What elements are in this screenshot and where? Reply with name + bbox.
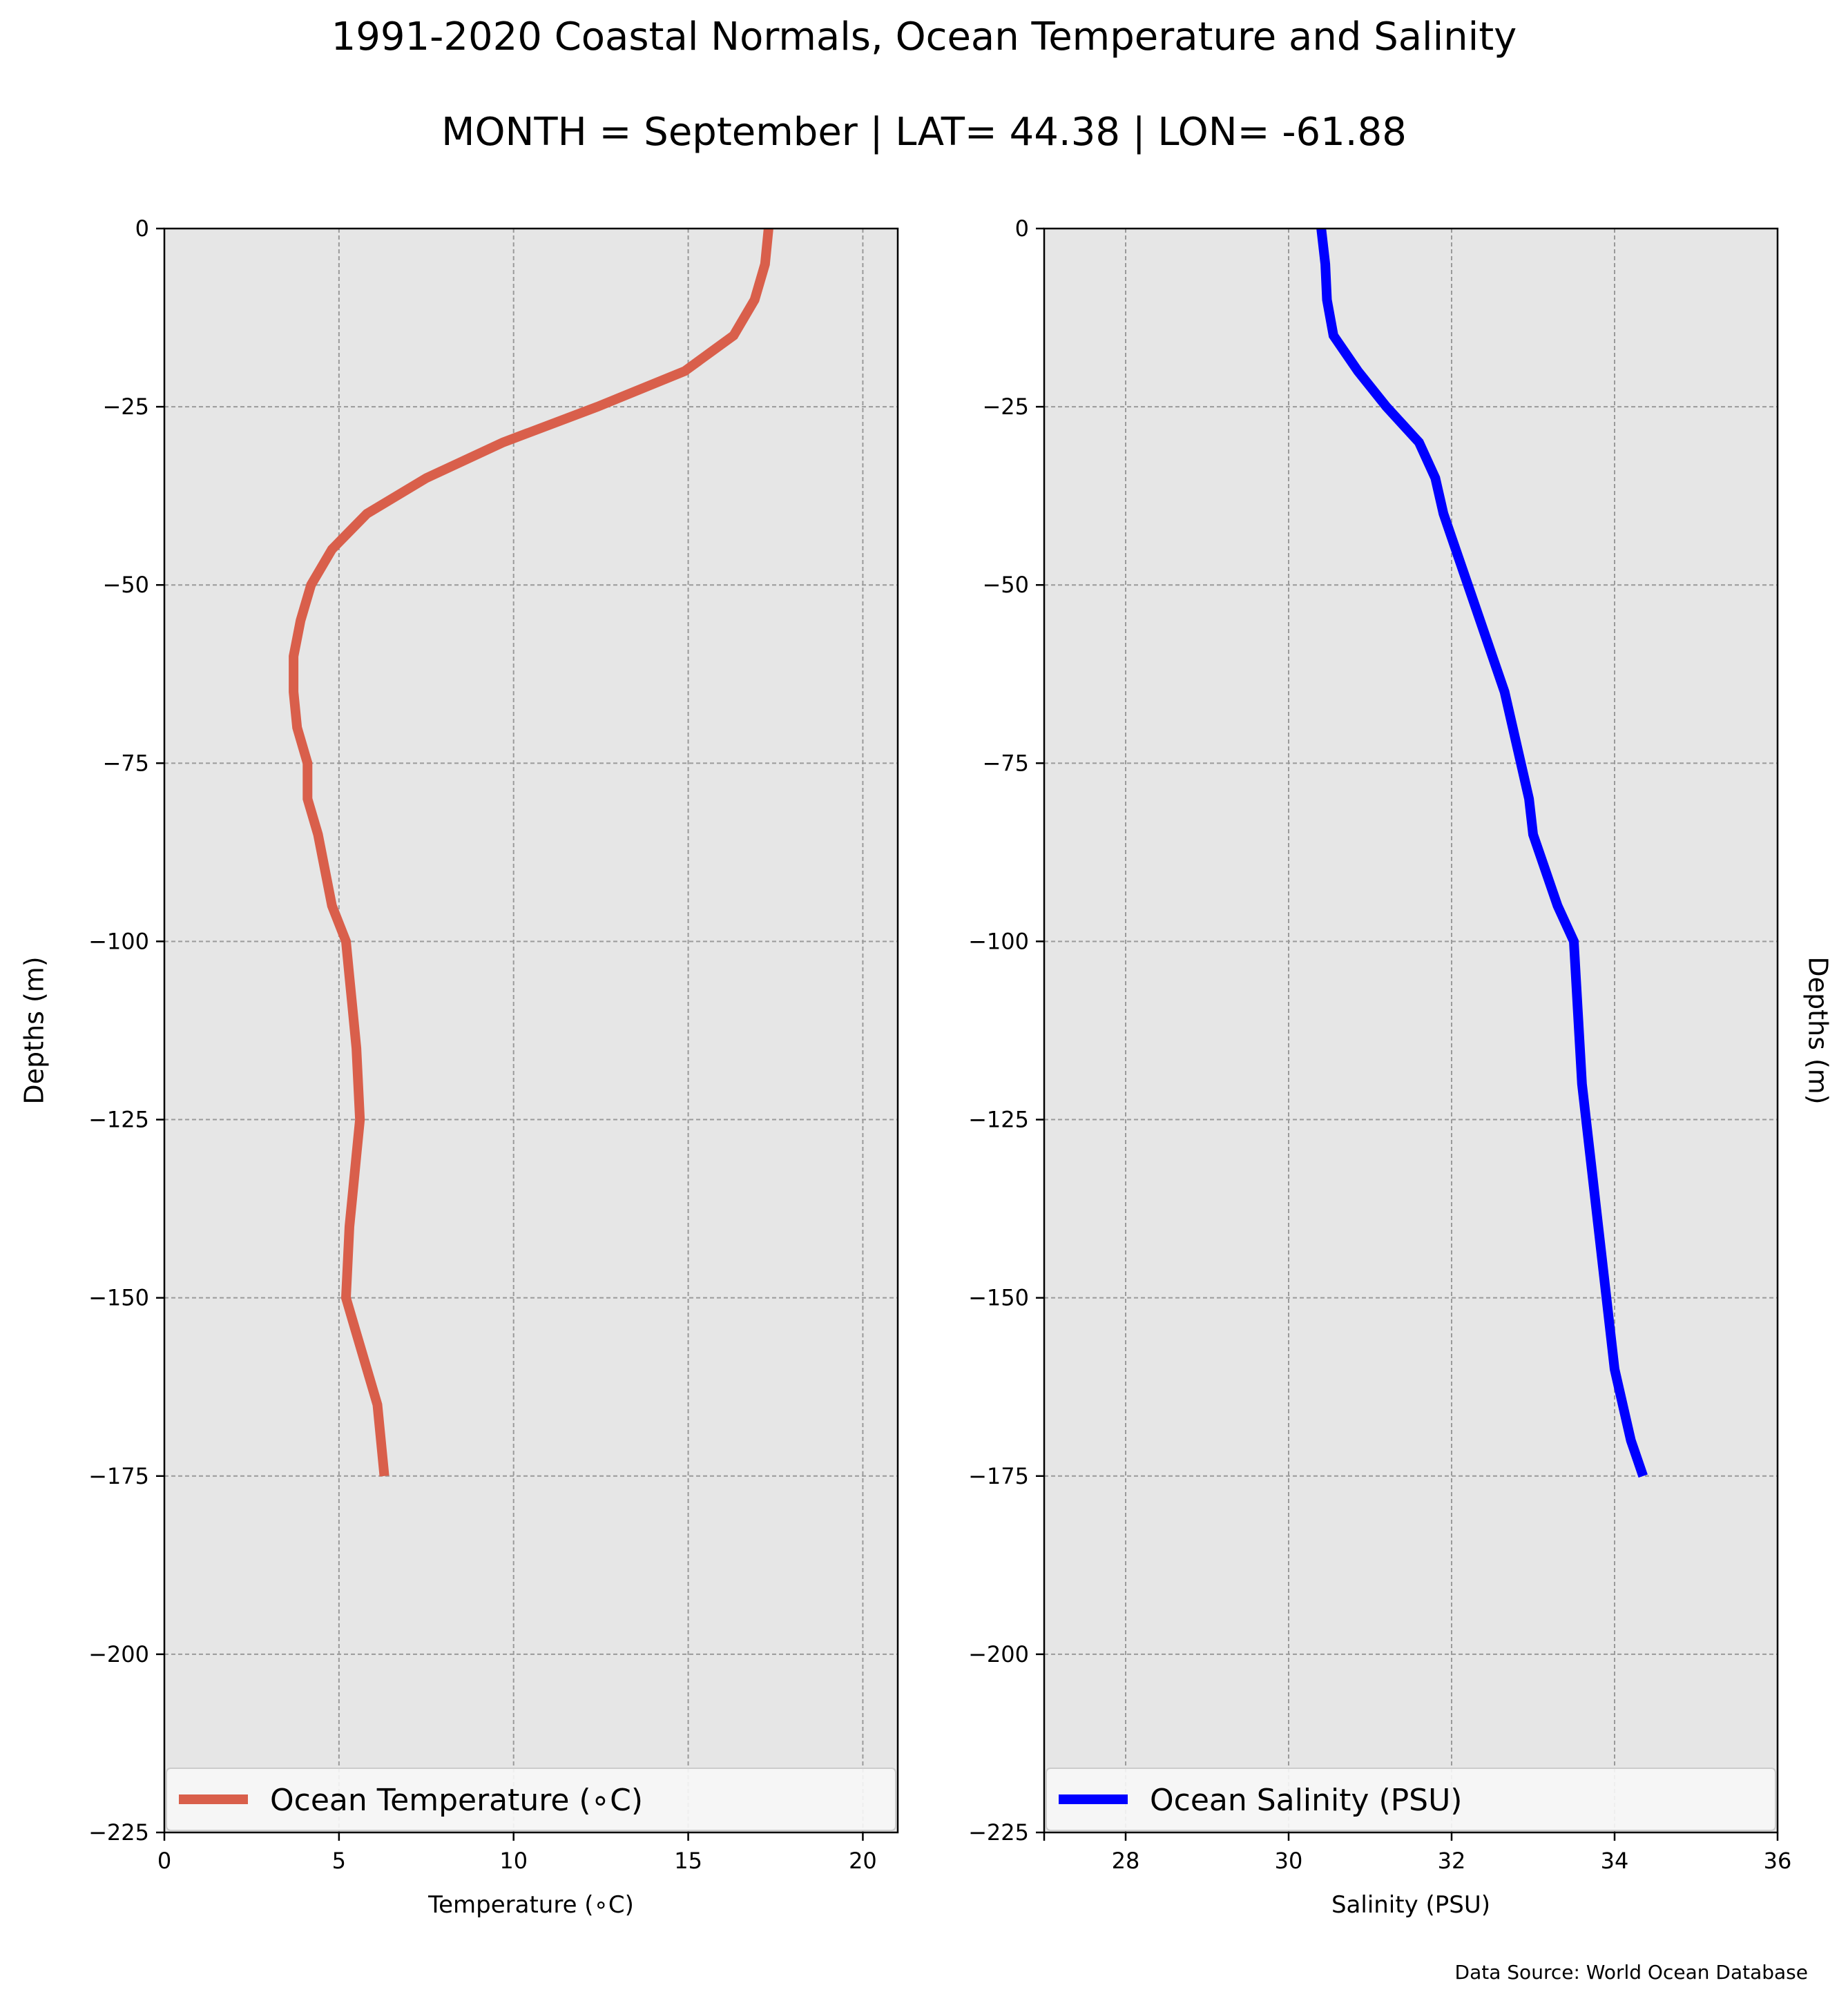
salinity-plot-area [1044, 229, 1778, 1832]
salinity-x-tick-label: 36 [1764, 1848, 1792, 1874]
salinity-x-tick-label: 32 [1438, 1848, 1466, 1874]
salinity-y-tick-label: −75 [982, 750, 1029, 776]
temperature-plot-frame [163, 227, 899, 1834]
salinity-legend [1046, 1768, 1776, 1831]
salinity-data-point [1418, 442, 1419, 443]
temperature-y-tick-label: −200 [88, 1641, 149, 1667]
salinity-data-point [1512, 727, 1513, 728]
salinity-data-point [1630, 1440, 1631, 1441]
temperature-y-tick-label: −150 [88, 1285, 149, 1311]
salinity-y-tick-label: −25 [982, 394, 1029, 420]
temperature-data-point [293, 692, 294, 693]
salinity-data-point [1598, 1226, 1599, 1227]
temperature-data-point [349, 1226, 350, 1227]
salinity-data-point [1574, 941, 1575, 942]
figure-title: 1991-2020 Coastal Normals, Ocean Tempera… [331, 14, 1517, 59]
salinity-data-point [1333, 335, 1334, 336]
temperature-x-axis-label: Temperature (∘C) [427, 1891, 634, 1919]
salinity-y-tick-label: −150 [968, 1285, 1029, 1311]
temperature-data-point [353, 1012, 354, 1013]
salinity-x-axis-label: Salinity (PSU) [1331, 1891, 1490, 1919]
salinity-data-point [1504, 692, 1505, 693]
temperature-data-point [377, 1404, 378, 1405]
temperature-y-tick-label: −225 [88, 1819, 149, 1846]
salinity-data-point [1467, 585, 1468, 586]
temperature-data-point [733, 335, 734, 336]
salinity-data-point [1455, 549, 1456, 550]
temperature-data-point [297, 727, 298, 728]
temperature-data-point [345, 1297, 346, 1298]
temperature-y-tick-label: −125 [88, 1107, 149, 1133]
temperature-data-point [356, 1155, 357, 1156]
temperature-y-tick-label: −175 [88, 1463, 149, 1489]
salinity-x-tick-label: 28 [1112, 1848, 1140, 1874]
salinity-y-axis-label: Depths (m) [1803, 956, 1833, 1104]
temperature-series-line [289, 228, 773, 1477]
temperature-x-tick-label: 0 [157, 1848, 171, 1874]
temperature-x-tick-label: 20 [849, 1848, 877, 1874]
salinity-legend-label: Ocean Salinity (PSU) [1150, 1783, 1462, 1818]
salinity-data-point [1480, 620, 1481, 621]
figure-subtitle: MONTH = September | LAT= 44.38 | LON= -6… [441, 110, 1407, 155]
temperature-y-tick-label: −50 [102, 572, 149, 598]
salinity-data-point [1492, 656, 1493, 657]
temperature-plot-area [164, 229, 898, 1832]
temperature-x-tick-label: 10 [499, 1848, 528, 1874]
temperature-data-point [331, 905, 332, 906]
temperature-data-point [331, 549, 332, 550]
salinity-y-tick-label: −200 [968, 1641, 1029, 1667]
salinity-y-tick-label: −100 [968, 928, 1029, 954]
data-source-note: Data Source: World Ocean Database [1455, 1961, 1808, 1984]
temperature-panel: 0 5 10 15 20 0 −25 −50 −75 −100 −125 −150 −175 −200 −2… [19, 215, 899, 1919]
salinity-data-point [1545, 870, 1546, 871]
salinity-data-point [1643, 1475, 1644, 1476]
temperature-data-point [300, 620, 301, 621]
salinity-data-point [1533, 834, 1534, 835]
temperature-data-point [356, 1333, 357, 1334]
temperature-data-point [384, 1475, 385, 1476]
temperature-y-tick-label: −25 [102, 394, 149, 420]
temperature-legend [166, 1768, 896, 1831]
temperature-data-point [345, 941, 346, 942]
salinity-data-point [1577, 1012, 1578, 1013]
temperature-y-tick-label: −100 [88, 928, 149, 954]
temperature-y-axis-label: Depths (m) [19, 956, 50, 1104]
salinity-data-point [1581, 1083, 1582, 1084]
temperature-data-point [349, 977, 350, 978]
salinity-data-point [1529, 798, 1530, 799]
temperature-data-point [353, 1190, 354, 1191]
temperature-x-tick-label: 5 [332, 1848, 346, 1874]
salinity-y-tick-label: 0 [1015, 215, 1029, 242]
salinity-x-tick-label: 34 [1601, 1848, 1629, 1874]
salinity-panel: 28 30 32 34 36 0 −25 −50 −75 −100 −125 −150 −175 −200… [968, 215, 1833, 1919]
salinity-plot-frame [1043, 227, 1779, 1834]
temperature-data-point [356, 1048, 357, 1049]
temperature-data-point [293, 656, 294, 657]
temperature-data-point [307, 798, 308, 799]
temperature-data-point [307, 763, 308, 764]
temperature-legend-label: Ocean Temperature (∘C) [270, 1783, 643, 1818]
temperature-y-tick-label: 0 [135, 215, 149, 242]
salinity-series-line [1316, 228, 1648, 1478]
salinity-data-point [1557, 905, 1558, 906]
salinity-y-tick-label: −175 [968, 1463, 1029, 1489]
salinity-x-tick-label: 30 [1275, 1848, 1303, 1874]
salinity-data-point [1606, 1297, 1607, 1298]
salinity-y-tick-label: −125 [968, 1107, 1029, 1133]
salinity-data-point [1443, 513, 1444, 514]
salinity-y-tick-label: −225 [968, 1819, 1029, 1846]
temperature-y-tick-label: −75 [102, 750, 149, 776]
temperature-x-tick-label: 15 [674, 1848, 702, 1874]
salinity-y-tick-label: −50 [982, 572, 1029, 598]
